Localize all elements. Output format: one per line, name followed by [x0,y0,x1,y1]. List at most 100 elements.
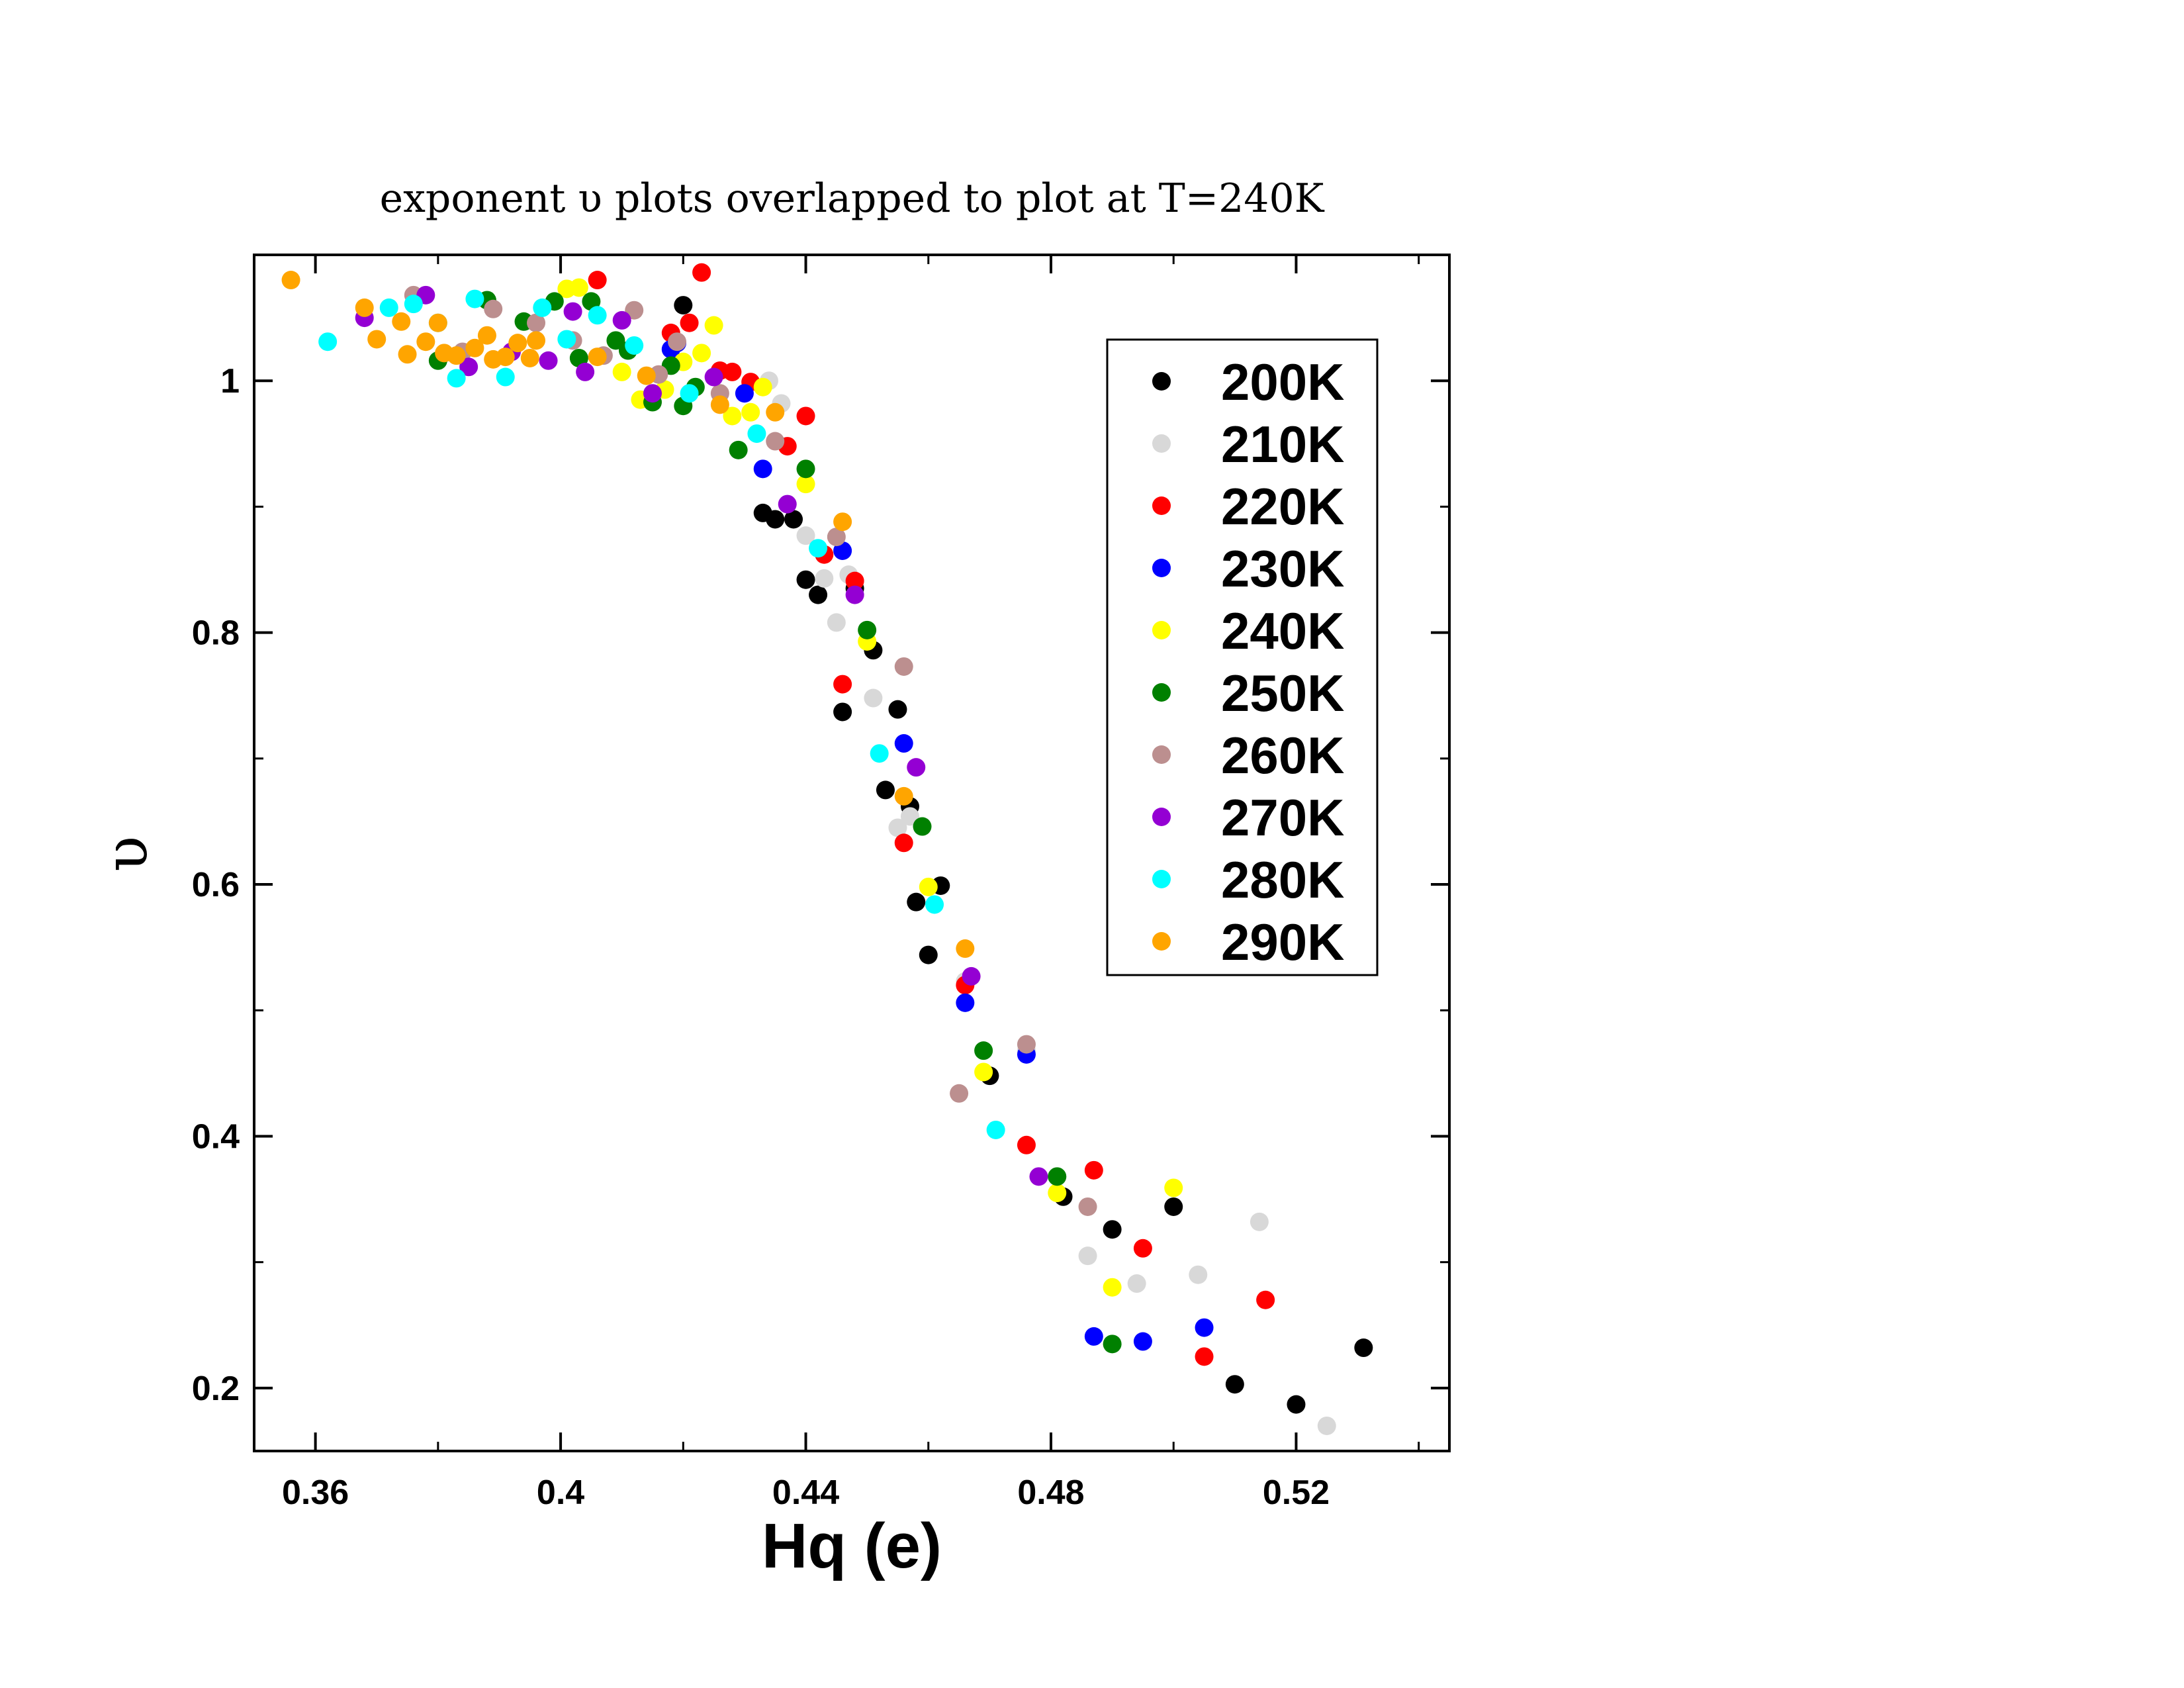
data-point [704,316,723,335]
legend-label: 230K [1221,539,1344,598]
data-point [404,295,423,314]
x-axis: 0.36 0.4 0.44 0.48 0.52 [282,255,1420,1512]
series-290K [281,271,975,959]
data-point [778,494,797,514]
data-point [520,348,539,367]
data-point [576,362,595,381]
data-point [827,528,846,547]
data-point [827,613,846,632]
legend-marker [1152,932,1171,951]
legend-marker [1152,808,1171,826]
data-point [1103,1335,1122,1354]
data-point [796,406,815,426]
data-point [723,362,742,381]
data-point [907,892,926,912]
x-tick-label: 0.44 [772,1474,839,1512]
legend-label: 210K [1221,415,1344,473]
data-point [1133,1239,1152,1258]
data-point [962,966,981,986]
data-point [913,817,932,836]
data-point [894,833,913,853]
data-point [925,895,944,914]
series-220K [588,263,1275,1366]
data-point [858,620,877,639]
data-point [870,744,889,763]
data-point [1256,1290,1275,1309]
data-point [563,302,582,321]
data-point [907,758,926,777]
data-point [741,402,760,422]
data-point [1189,1265,1208,1284]
legend-box [1106,338,1379,976]
data-point [447,369,466,388]
legend-marker [1152,870,1171,888]
data-point [527,331,546,350]
data-point [956,993,975,1012]
data-point [845,585,864,604]
data-point [569,278,588,297]
data-point [1164,1197,1183,1216]
data-point [833,702,852,722]
legend-marker [1152,559,1171,577]
legend-label: 240K [1221,602,1344,660]
data-point [416,332,435,352]
data-point [539,351,558,370]
y-tick-label: 0.2 [192,1370,240,1408]
data-point [1084,1160,1103,1180]
data-point [1225,1375,1244,1394]
x-tick-label: 0.36 [282,1474,349,1512]
data-point [747,424,766,444]
data-point [833,675,852,694]
data-point [612,310,631,330]
legend-label: 270K [1221,788,1344,847]
data-point [796,459,815,479]
data-point [557,330,576,349]
y-axis: 0.2 0.4 0.6 0.8 1 [192,254,1449,1408]
data-point [1287,1395,1306,1414]
data-point [1250,1212,1269,1231]
data-point [833,512,852,532]
data-point [796,570,815,589]
legend-label: 250K [1221,664,1344,722]
legend-label: 200K [1221,353,1344,411]
data-point [919,945,938,964]
data-point [281,271,300,290]
data-point [569,348,588,367]
series-270K [355,285,1048,1186]
data-point [784,510,803,529]
data-point [894,657,913,676]
data-point [1127,1274,1146,1293]
data-point [533,298,552,317]
data-point [704,367,723,387]
data-point [465,289,484,308]
data-point [1017,1035,1036,1054]
data-point [588,348,607,367]
data-point [1195,1318,1214,1337]
data-point [735,384,754,403]
data-point [766,402,785,422]
data-point [876,780,895,800]
legend-marker [1152,496,1171,515]
data-point [986,1120,1005,1139]
legend-label: 260K [1221,726,1344,784]
y-tick-label: 1 [220,362,240,400]
data-point [809,539,828,558]
data-point [625,336,644,355]
data-point [477,326,496,345]
y-axis-label: υ [92,836,161,872]
data-point [496,348,515,367]
legend-marker [1152,434,1171,453]
data-point [1164,1178,1183,1197]
data-point [1048,1184,1067,1203]
data-point [766,432,785,451]
data-point [815,569,834,588]
data-point [355,298,374,317]
data-point [809,585,828,604]
data-point [643,384,662,403]
data-point [588,306,607,325]
data-point [888,700,907,719]
data-point [729,440,748,459]
legend-label: 290K [1221,913,1344,971]
data-point [833,541,852,560]
